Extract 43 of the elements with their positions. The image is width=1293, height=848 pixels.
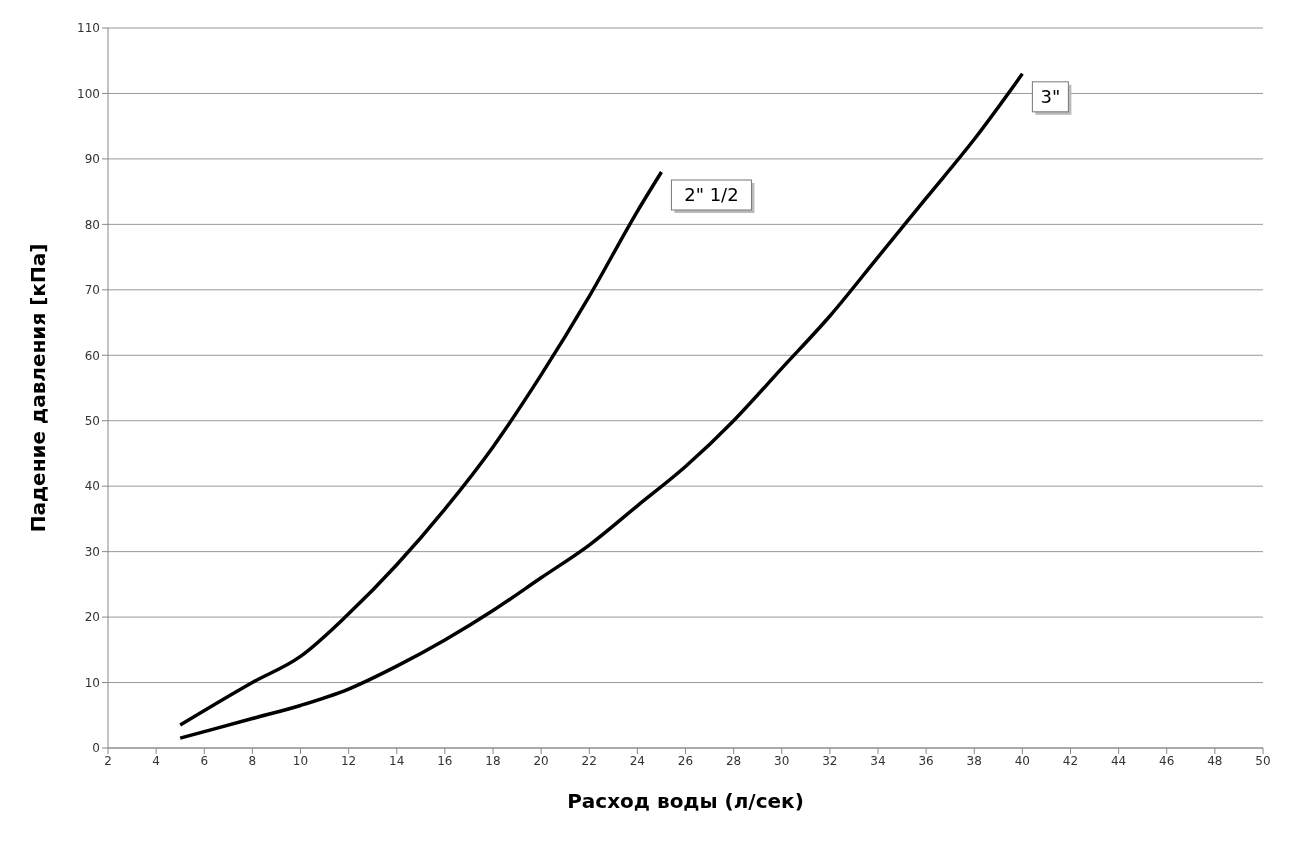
series-label: 2" 1/2 xyxy=(684,184,739,205)
line-series xyxy=(178,72,1025,740)
x-tick-label: 28 xyxy=(725,753,742,768)
x-tick-label: 38 xyxy=(966,753,982,768)
x-tick-label: 30 xyxy=(774,753,790,768)
y-axis-title: Падение давления [кПа] xyxy=(26,243,51,533)
x-tick-label: 46 xyxy=(1159,753,1175,768)
y-tick-label: 60 xyxy=(84,348,100,363)
x-tick-label: 36 xyxy=(918,753,934,768)
x-tick-label: 42 xyxy=(1062,753,1079,768)
x-tick-label: 32 xyxy=(822,753,838,768)
x-tick-label: 6 xyxy=(200,753,209,768)
x-tick-label: 22 xyxy=(581,753,597,768)
x-tick-label: 2 xyxy=(104,753,112,768)
x-tick-label: 26 xyxy=(677,753,694,768)
y-tick-label: 0 xyxy=(92,741,100,756)
y-tick-label: 50 xyxy=(84,413,100,428)
line-series xyxy=(178,170,664,727)
x-tick-label: 40 xyxy=(1014,753,1031,768)
y-tick-label: 20 xyxy=(84,610,100,625)
y-tick-label: 90 xyxy=(84,152,100,167)
x-tick-label: 44 xyxy=(1110,753,1127,768)
x-tick-label: 20 xyxy=(533,753,549,768)
y-tick-label: 80 xyxy=(84,217,100,232)
x-tick-label: 16 xyxy=(437,753,453,768)
y-tick-label: 100 xyxy=(77,86,100,101)
x-tick-label: 12 xyxy=(340,753,357,768)
x-axis-title: Расход воды (л/сек) xyxy=(567,789,804,813)
x-tick-label: 4 xyxy=(152,753,160,768)
x-tick-label: 10 xyxy=(292,753,309,768)
y-tick-label: 110 xyxy=(77,21,100,36)
x-tick-label: 24 xyxy=(629,753,646,768)
x-tick-label: 18 xyxy=(485,753,501,768)
series-label: 3" xyxy=(1040,85,1061,107)
x-tick-label: 50 xyxy=(1255,753,1271,768)
x-tick-label: 34 xyxy=(870,753,886,768)
y-tick-label: 30 xyxy=(84,544,100,559)
y-tick-label: 70 xyxy=(84,283,100,298)
x-tick-label: 14 xyxy=(389,753,405,768)
x-tick-label: 48 xyxy=(1207,753,1223,768)
x-tick-label: 8 xyxy=(248,753,257,768)
y-tick-label: 40 xyxy=(84,479,100,494)
y-tick-label: 10 xyxy=(84,675,100,690)
